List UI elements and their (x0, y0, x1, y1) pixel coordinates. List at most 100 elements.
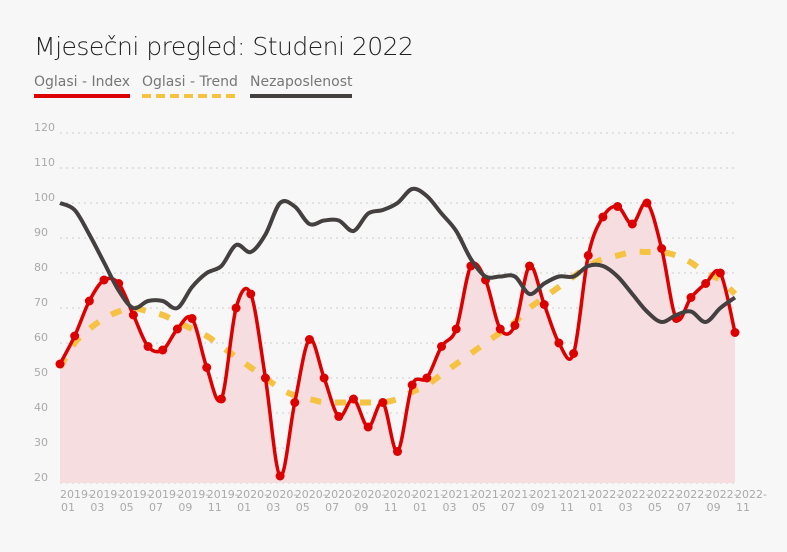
x-tick-label: 2022- (735, 488, 767, 501)
x-tick-label: 2021- (412, 488, 444, 501)
x-tick-label: 2021- (500, 488, 532, 501)
index-point (407, 380, 417, 390)
index-point (158, 345, 168, 355)
x-tick-label: 11 (736, 501, 750, 514)
index-point (304, 335, 314, 344)
y-tick-label: 60 (34, 331, 48, 344)
x-tick-label: 07 (677, 501, 691, 514)
legend-item-oglasi-index[interactable]: Oglasi - Index (34, 74, 131, 98)
index-point (231, 303, 241, 313)
x-tick-label: 03 (90, 501, 104, 514)
x-tick-label: 09 (707, 501, 721, 514)
legend-label: Oglasi - Trend (142, 74, 238, 90)
index-point (730, 328, 740, 337)
x-tick-label: 2022- (676, 488, 708, 501)
index-point (657, 244, 667, 253)
index-point (598, 212, 608, 222)
y-tick-label: 110 (34, 156, 55, 169)
legend-swatch (34, 94, 131, 98)
x-tick-label: 2020- (236, 488, 268, 501)
y-tick-label: 120 (34, 121, 55, 134)
y-tick-label: 20 (34, 471, 48, 484)
index-point (378, 398, 388, 407)
index-point (363, 422, 373, 432)
x-tick-label: 05 (472, 501, 486, 514)
y-tick-label: 40 (34, 401, 48, 414)
index-point (99, 275, 109, 285)
x-tick-label: 2020- (383, 488, 415, 501)
x-tick-label: 01 (589, 501, 603, 514)
index-point (451, 324, 461, 334)
legend-item-nezaposlenost[interactable]: Nezaposlenost (250, 74, 353, 98)
legend-swatch (142, 94, 238, 98)
unemployment-line (59, 186, 737, 325)
index-point (701, 279, 711, 288)
index-point (55, 359, 65, 369)
x-tick-label: 01 (413, 501, 427, 514)
x-tick-label: 2020- (295, 488, 327, 501)
index-point (437, 342, 447, 351)
x-tick-label: 2019- (89, 488, 121, 501)
x-tick-label: 2019- (207, 488, 239, 501)
index-point (275, 471, 285, 481)
x-tick-label: 03 (443, 501, 457, 514)
index-point (202, 363, 212, 372)
index-point (642, 198, 652, 208)
x-tick-label: 09 (178, 501, 192, 514)
y-tick-label: 50 (34, 366, 48, 379)
legend-swatch (250, 94, 353, 98)
index-point (319, 373, 329, 383)
index-point (348, 394, 358, 404)
index-point (627, 219, 637, 229)
legend-item-oglasi-trend[interactable]: Oglasi - Trend (142, 74, 238, 98)
index-point (246, 289, 256, 299)
x-tick-label: 2020- (353, 488, 385, 501)
index-point (172, 324, 182, 334)
x-tick-label: 2022- (706, 488, 738, 501)
y-tick-label: 30 (34, 436, 48, 449)
index-point (525, 261, 535, 271)
index-point (583, 251, 593, 260)
index-point (143, 342, 153, 351)
y-tick-label: 80 (34, 261, 48, 274)
y-tick-label: 70 (34, 296, 48, 309)
y-tick-label: 100 (34, 191, 55, 204)
x-tick-label: 2019- (177, 488, 209, 501)
x-tick-label: 05 (648, 501, 662, 514)
x-tick-label: 2021- (559, 488, 591, 501)
index-point (334, 412, 344, 421)
x-tick-label: 01 (237, 501, 251, 514)
x-tick-label: 09 (531, 501, 545, 514)
x-tick-label: 2022- (647, 488, 679, 501)
index-area (60, 202, 735, 483)
index-point (128, 310, 138, 320)
index-point (510, 321, 520, 330)
x-tick-label: 07 (149, 501, 163, 514)
index-point (686, 293, 696, 302)
x-tick-label: 05 (296, 501, 310, 514)
index-point (187, 314, 197, 323)
x-tick-label: 2021- (471, 488, 503, 501)
x-tick-label: 2022- (618, 488, 650, 501)
x-tick-label: 07 (501, 501, 515, 514)
legend-label: Oglasi - Index (34, 74, 131, 90)
x-tick-label: 03 (619, 501, 633, 514)
index-point (715, 268, 725, 278)
x-tick-label: 2019- (148, 488, 180, 501)
index-point (70, 331, 80, 341)
index-point (554, 338, 564, 348)
index-point (290, 398, 300, 407)
x-tick-label: 01 (61, 501, 75, 514)
x-tick-label: 2021- (530, 488, 562, 501)
x-tick-label: 03 (266, 501, 280, 514)
index-point (393, 447, 402, 456)
index-point (260, 373, 270, 383)
x-tick-label: 05 (120, 501, 134, 514)
x-tick-label: 2019- (60, 488, 92, 501)
x-tick-label: 11 (208, 501, 222, 514)
x-tick-label: 11 (560, 501, 574, 514)
x-tick-label: 2020- (265, 488, 297, 501)
index-point (539, 300, 549, 309)
